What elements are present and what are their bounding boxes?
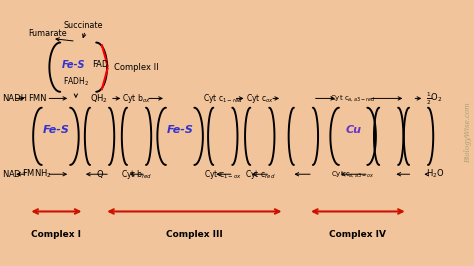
Text: Cyt c$_{1-red}$: Cyt c$_{1-red}$ xyxy=(202,92,243,105)
Text: Succinate: Succinate xyxy=(63,21,103,30)
Text: FMNH$_2$: FMNH$_2$ xyxy=(22,168,52,180)
Text: Cyt c$_{1-ox}$: Cyt c$_{1-ox}$ xyxy=(204,168,242,181)
Text: Fe-S: Fe-S xyxy=(43,125,69,135)
Text: Cyt c$_{red}$: Cyt c$_{red}$ xyxy=(245,168,275,181)
Text: Complex II: Complex II xyxy=(114,63,158,72)
Text: Cyt c$_{a,a3-red}$: Cyt c$_{a,a3-red}$ xyxy=(330,93,376,103)
Text: FMN: FMN xyxy=(27,94,46,103)
Text: NADH: NADH xyxy=(2,94,27,103)
Text: Cyt b$_{ox}$: Cyt b$_{ox}$ xyxy=(122,92,151,105)
Text: FAD: FAD xyxy=(92,60,109,69)
Text: BiologyWise.com: BiologyWise.com xyxy=(465,103,472,163)
Text: Fumarate: Fumarate xyxy=(28,29,67,38)
Text: $\frac{1}{2}$O$_2$: $\frac{1}{2}$O$_2$ xyxy=(426,90,442,107)
Text: Complex III: Complex III xyxy=(166,230,223,239)
Text: Cyt b$_{red}$: Cyt b$_{red}$ xyxy=(121,168,152,181)
Text: H$_2$O: H$_2$O xyxy=(426,168,444,180)
Text: Complex IV: Complex IV xyxy=(329,230,386,239)
Text: QH$_2$: QH$_2$ xyxy=(91,92,109,105)
Text: Cyt c$_{ox}$: Cyt c$_{ox}$ xyxy=(246,92,274,105)
Text: FADH$_2$: FADH$_2$ xyxy=(63,76,89,88)
Text: Cyt c$_{a,a3-ox}$: Cyt c$_{a,a3-ox}$ xyxy=(331,169,375,179)
Text: NAD$^+$: NAD$^+$ xyxy=(2,168,28,180)
Text: Fe-S: Fe-S xyxy=(167,125,193,135)
Text: Fe-S: Fe-S xyxy=(62,60,85,69)
Text: Cu: Cu xyxy=(345,125,361,135)
Text: Complex I: Complex I xyxy=(31,230,81,239)
Text: Q: Q xyxy=(96,170,103,179)
